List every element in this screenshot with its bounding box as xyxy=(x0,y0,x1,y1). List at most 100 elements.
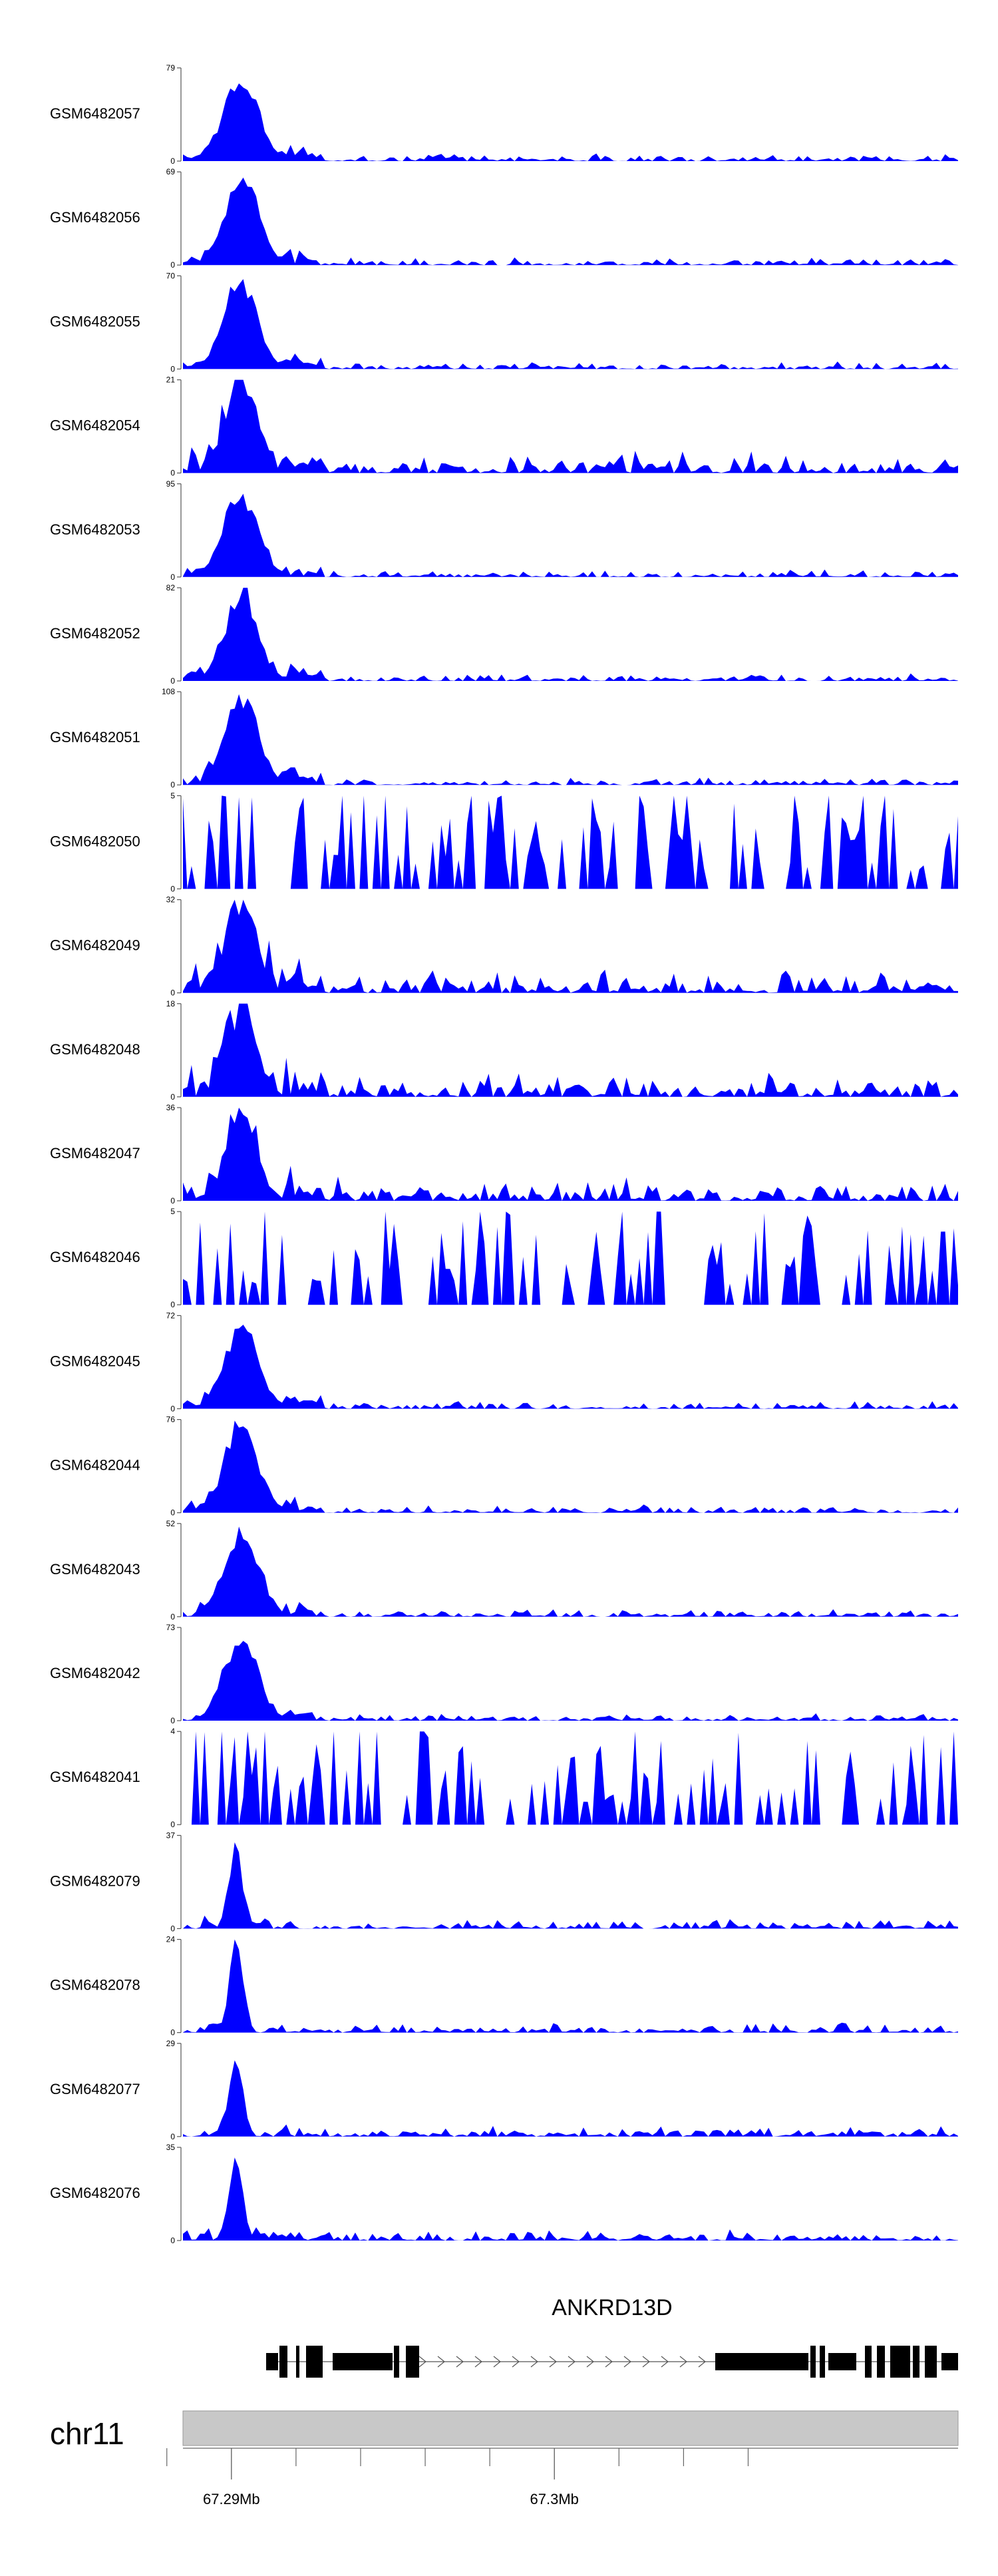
track-GSM6482053: GSM6482053 95 0 xyxy=(50,479,958,582)
track-label: GSM6482046 xyxy=(50,1249,140,1265)
y-min-label: 0 xyxy=(170,1924,175,1933)
track-GSM6482042: GSM6482042 73 0 xyxy=(50,1623,958,1725)
y-max-label: 5 xyxy=(170,791,175,800)
y-min-label: 0 xyxy=(170,1612,175,1621)
gene-exon xyxy=(820,2346,825,2378)
y-max-label: 36 xyxy=(166,1103,176,1112)
y-max-label: 76 xyxy=(166,1415,176,1424)
gene-exon xyxy=(333,2353,393,2370)
y-min-label: 0 xyxy=(170,1092,175,1102)
y-max-label: 52 xyxy=(166,1519,176,1528)
track-label: GSM6482048 xyxy=(50,1041,140,1058)
track-GSM6482050: GSM6482050 5 0 xyxy=(50,791,958,893)
coverage-area xyxy=(183,1731,958,1825)
track-label: GSM6482054 xyxy=(50,417,140,434)
track-label: GSM6482043 xyxy=(50,1561,140,1578)
track-label: GSM6482044 xyxy=(50,1457,140,1474)
track-GSM6482041: GSM6482041 4 0 xyxy=(50,1727,958,1829)
coverage-area xyxy=(183,1526,958,1617)
coverage-area xyxy=(183,1211,958,1305)
y-min-label: 0 xyxy=(170,2028,175,2038)
gene-exon xyxy=(394,2346,399,2378)
y-min-label: 0 xyxy=(170,2132,175,2141)
coverage-area xyxy=(183,379,958,473)
gene-exon xyxy=(406,2346,419,2378)
track-label: GSM6482049 xyxy=(50,937,140,954)
strand-arrow xyxy=(530,2356,538,2368)
y-max-label: 37 xyxy=(166,1830,176,1840)
y-max-label: 72 xyxy=(166,1311,176,1320)
track-GSM6482054: GSM6482054 21 0 xyxy=(50,375,958,478)
track-GSM6482049: GSM6482049 32 0 xyxy=(50,895,958,998)
strand-arrow xyxy=(549,2356,557,2368)
coverage-tracks: GSM6482057790GSM6482056690GSM6482055700G… xyxy=(50,63,958,2245)
coverage-area xyxy=(183,2157,958,2241)
strand-arrow xyxy=(568,2356,576,2368)
coverage-area xyxy=(183,1325,958,1409)
strand-arrow xyxy=(605,2356,613,2368)
track-GSM6482047: GSM6482047 36 0 xyxy=(50,1103,958,1205)
strand-arrow xyxy=(456,2356,464,2368)
gene-exon xyxy=(306,2346,323,2378)
y-max-label: 24 xyxy=(166,1935,176,1944)
gene-exon xyxy=(890,2346,910,2378)
gene-exon xyxy=(279,2346,287,2378)
track-label: GSM6482052 xyxy=(50,625,140,642)
gene-exon xyxy=(828,2353,856,2370)
strand-arrow xyxy=(512,2356,520,2368)
track-label: GSM6482051 xyxy=(50,729,140,746)
track-GSM6482051: GSM6482051 108 0 xyxy=(50,687,958,789)
y-min-label: 0 xyxy=(170,988,175,998)
y-max-label: 73 xyxy=(166,1623,176,1632)
strand-arrow xyxy=(679,2356,687,2368)
y-min-label: 0 xyxy=(170,884,175,893)
y-max-label: 95 xyxy=(166,479,176,489)
coverage-area xyxy=(183,899,958,993)
gene-name: ANKRD13D xyxy=(552,2295,672,2320)
track-GSM6482052: GSM6482052 82 0 xyxy=(50,583,958,686)
y-max-label: 32 xyxy=(166,895,176,905)
coverage-area xyxy=(183,1108,958,1201)
coverage-area xyxy=(183,1003,958,1097)
y-max-label: 29 xyxy=(166,2039,176,2048)
track-GSM6482077: GSM6482077 29 0 xyxy=(50,2039,958,2141)
gene-exon xyxy=(913,2346,919,2378)
y-min-label: 0 xyxy=(170,780,175,789)
track-GSM6482048: GSM6482048 18 0 xyxy=(50,999,958,1102)
track-label: GSM6482076 xyxy=(50,2185,140,2201)
track-label: GSM6482079 xyxy=(50,1872,140,1889)
y-min-label: 0 xyxy=(170,572,175,582)
gene-model: ANKRD13D xyxy=(266,2295,958,2378)
gene-exon xyxy=(715,2353,808,2370)
strand-arrow xyxy=(437,2356,445,2368)
gene-exon xyxy=(266,2353,278,2370)
gene-exon xyxy=(941,2353,958,2370)
coverage-area xyxy=(183,1641,958,1721)
y-max-label: 108 xyxy=(162,687,175,696)
genome-axis-tick-label: 67.3Mb xyxy=(530,2491,579,2507)
strand-arrow xyxy=(661,2356,669,2368)
track-GSM6482076: GSM6482076 35 0 xyxy=(50,2143,958,2245)
gene-exon xyxy=(877,2346,885,2378)
track-label: GSM6482047 xyxy=(50,1145,140,1162)
y-max-label: 4 xyxy=(170,1727,175,1736)
strand-arrow xyxy=(493,2356,501,2368)
strand-arrow xyxy=(418,2356,426,2368)
track-label: GSM6482042 xyxy=(50,1665,140,1681)
track-label: GSM6482050 xyxy=(50,833,140,849)
gene-exon xyxy=(925,2346,937,2378)
chromosome-label: chr11 xyxy=(50,2416,124,2451)
track-GSM6482046: GSM6482046 5 0 xyxy=(50,1207,958,1309)
coverage-area xyxy=(183,2060,958,2137)
strand-arrow xyxy=(586,2356,594,2368)
y-max-label: 5 xyxy=(170,1207,175,1216)
y-max-label: 69 xyxy=(166,167,176,176)
y-max-label: 70 xyxy=(166,271,176,280)
coverage-area xyxy=(183,1939,958,2033)
coverage-area xyxy=(183,795,958,889)
coverage-area xyxy=(183,177,958,266)
strand-arrow xyxy=(623,2356,631,2368)
coverage-area xyxy=(183,1420,958,1513)
track-GSM6482055: GSM6482055 70 0 xyxy=(50,271,958,373)
gene-exon xyxy=(865,2346,872,2378)
